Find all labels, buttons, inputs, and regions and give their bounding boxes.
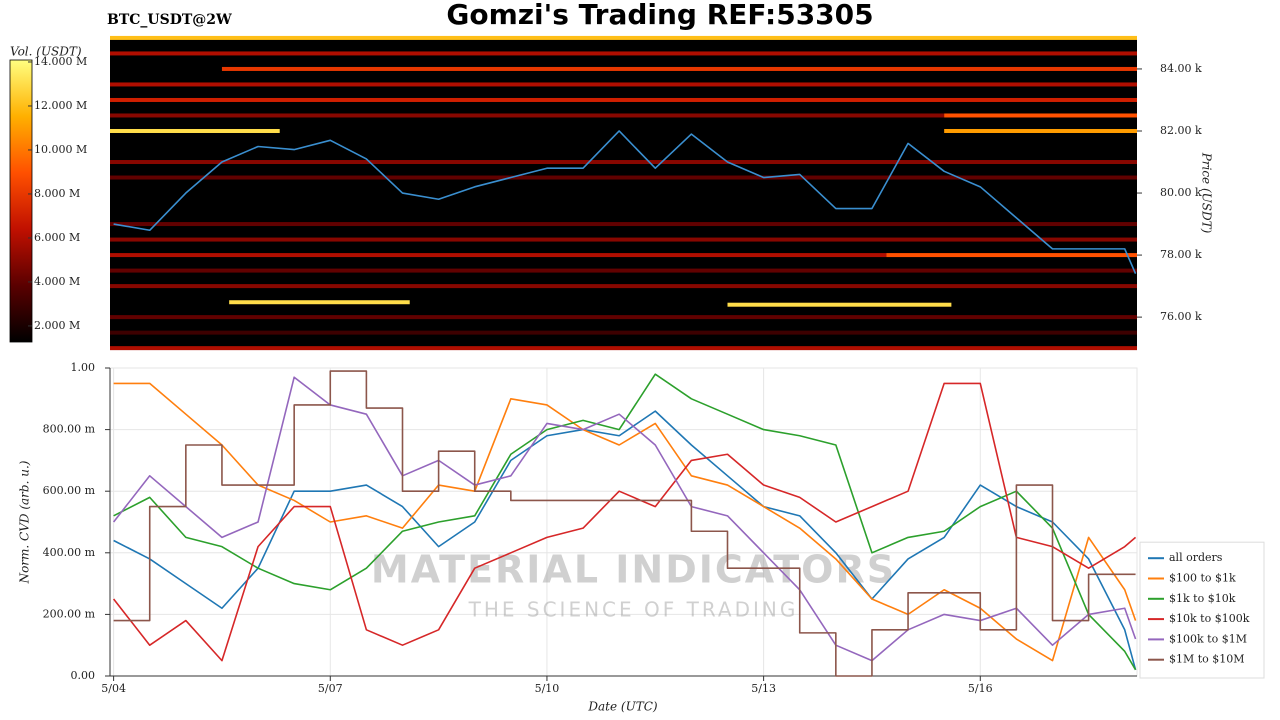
heat-level (110, 51, 1137, 56)
heat-level (110, 330, 1137, 335)
colorbar-label: Vol. (USDT) (10, 45, 82, 59)
y-axis-label: Norm. CVD (arb. u.) (18, 460, 32, 584)
heat-level (110, 268, 1137, 273)
series-line (113, 370, 1136, 677)
heat-level (110, 160, 1137, 165)
y-tick-label: 600.00 m (43, 484, 96, 497)
heat-level (110, 113, 945, 118)
y-tick-label: 84.00 k (1160, 62, 1202, 75)
x-tick-label: 5/07 (318, 682, 343, 695)
y-tick-label: 1.00 (71, 361, 96, 374)
legend-label: $100k to $1M (1169, 632, 1247, 645)
heat-level (110, 35, 1137, 40)
series-line (113, 382, 1137, 662)
heat-level (110, 253, 887, 258)
heat-level (944, 113, 1137, 118)
chart-title: Gomzi's Trading REF:53305 (446, 0, 873, 31)
heat-level (110, 82, 1137, 87)
x-tick-label: 5/04 (101, 682, 126, 695)
legend-label: $1k to $10k (1169, 592, 1236, 605)
y-tick-label: 400.00 m (43, 546, 96, 559)
y-tick-label: 80.00 k (1160, 186, 1202, 199)
heat-level (110, 97, 1137, 102)
heat-level (110, 284, 1137, 289)
x-tick-label: 5/10 (535, 682, 560, 695)
y-tick-label: 800.00 m (43, 423, 96, 436)
colorbar-tick-label: 6.000 M (34, 231, 80, 244)
series-line (112, 382, 1137, 662)
plot-background (110, 37, 1137, 350)
chart-subtitle: BTC_USDT@2W (107, 12, 232, 28)
x-tick-label: 5/13 (751, 682, 776, 695)
legend-label: $10k to $100k (1169, 612, 1250, 625)
heat-level (110, 346, 1137, 351)
y-tick-label: 76.00 k (1160, 310, 1202, 323)
colorbar-tick-label: 14.000 M (34, 55, 87, 68)
heat-level (110, 222, 1137, 227)
colorbar (9, 59, 33, 343)
heat-level (110, 237, 1137, 242)
heat-level (727, 302, 952, 307)
colorbar-tick-label: 12.000 M (34, 99, 87, 112)
watermark-title: MATERIAL INDICATORS (371, 548, 896, 592)
heat-level (221, 66, 1137, 71)
y-axis-label: Price (USDT) (1200, 152, 1214, 234)
colorbar-tick-label: 4.000 M (34, 275, 80, 288)
legend-box (1139, 541, 1265, 679)
y-tick-label: 0.00 (71, 669, 96, 682)
series-line (113, 410, 1137, 671)
heat-level (886, 253, 1137, 258)
heat-level (229, 300, 410, 305)
colorbar-tick-label: 2.000 M (34, 319, 80, 332)
legend-label: $100 to $1k (1169, 572, 1236, 585)
series-line (113, 130, 1137, 275)
x-tick-label: 5/16 (968, 682, 993, 695)
watermark-subtitle: THE SCIENCE OF TRADING (468, 598, 799, 622)
heat-level (944, 128, 1137, 133)
heat-level (110, 175, 1137, 180)
colorbar-tick-label: 8.000 M (34, 187, 80, 200)
x-axis-label: Date (UTC) (587, 700, 657, 714)
series-line (113, 373, 1137, 671)
y-tick-label: 78.00 k (1160, 248, 1202, 261)
legend-label: all orders (1169, 551, 1223, 564)
series-line (112, 376, 1137, 662)
y-tick-label: 200.00 m (43, 607, 96, 620)
heat-level (110, 128, 280, 133)
legend-label: $1M to $10M (1169, 653, 1245, 666)
y-tick-label: 82.00 k (1160, 124, 1202, 137)
heat-level (110, 315, 1137, 320)
colorbar-tick-label: 10.000 M (34, 143, 87, 156)
